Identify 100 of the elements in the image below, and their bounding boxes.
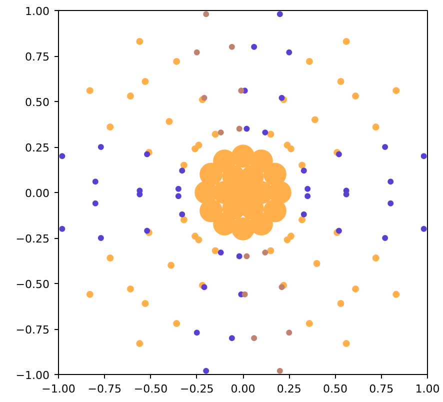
- point: [336, 228, 342, 234]
- point: [313, 260, 320, 267]
- y-tick-label: 0.75: [25, 50, 50, 64]
- point: [228, 335, 235, 342]
- point: [244, 253, 250, 260]
- point: [306, 58, 313, 65]
- point: [92, 178, 98, 185]
- point: [372, 254, 380, 262]
- point: [203, 11, 210, 18]
- point: [263, 199, 286, 222]
- point: [337, 78, 344, 85]
- point: [251, 335, 258, 342]
- point: [180, 216, 188, 224]
- y-tick-label: −1.00: [16, 369, 50, 382]
- point: [382, 144, 388, 150]
- point: [144, 151, 150, 158]
- point: [300, 168, 307, 174]
- point: [195, 236, 202, 244]
- point: [213, 150, 236, 172]
- point: [286, 49, 292, 56]
- point: [180, 162, 188, 169]
- point: [212, 247, 219, 254]
- point: [232, 144, 254, 168]
- y-tick-label: 0.00: [25, 187, 50, 200]
- point: [352, 92, 360, 100]
- point: [311, 116, 318, 124]
- point: [244, 126, 250, 132]
- point: [304, 186, 311, 192]
- point: [388, 178, 394, 185]
- point: [201, 284, 208, 290]
- point: [218, 129, 224, 136]
- point: [173, 320, 180, 328]
- point: [136, 38, 144, 45]
- point: [166, 118, 173, 126]
- point: [179, 211, 186, 218]
- point: [238, 88, 244, 94]
- point: [352, 285, 360, 292]
- y-tick-label: 1.00: [25, 5, 50, 18]
- point: [392, 290, 400, 298]
- x-tick-label: 0.75: [369, 382, 394, 396]
- point: [201, 94, 208, 101]
- point: [342, 38, 350, 45]
- y-tick-label: 0.25: [25, 142, 50, 154]
- point: [262, 250, 268, 256]
- point: [276, 368, 283, 374]
- point: [179, 168, 186, 174]
- point: [212, 130, 219, 138]
- point: [306, 320, 313, 328]
- x-tick-label: −0.75: [88, 382, 122, 396]
- point: [106, 123, 114, 130]
- point: [250, 150, 273, 172]
- point: [86, 290, 94, 298]
- point: [200, 162, 223, 186]
- point: [262, 129, 268, 136]
- point: [388, 200, 394, 206]
- point: [136, 340, 144, 348]
- point: [142, 78, 149, 85]
- point: [175, 186, 182, 192]
- point: [200, 199, 223, 222]
- point: [106, 254, 114, 262]
- point: [300, 211, 307, 218]
- x-tick-label: 0.00: [230, 382, 256, 396]
- point: [194, 330, 200, 336]
- point: [278, 94, 285, 101]
- x-tick-label: −0.50: [134, 382, 168, 396]
- point: [242, 291, 248, 298]
- point: [168, 262, 175, 269]
- point: [304, 193, 311, 200]
- point: [267, 130, 274, 138]
- point: [236, 126, 242, 132]
- point: [175, 193, 182, 200]
- point: [192, 145, 199, 152]
- point: [392, 87, 400, 94]
- point: [336, 151, 342, 158]
- point: [59, 226, 66, 232]
- y-tick-label: −0.50: [16, 278, 50, 291]
- y-tick-label: 0.50: [25, 96, 50, 109]
- point: [98, 144, 104, 150]
- point: [267, 247, 274, 254]
- point: [251, 44, 258, 50]
- y-tick-label: −0.75: [16, 324, 50, 336]
- point: [213, 212, 236, 236]
- x-tick-label: −1.00: [42, 382, 76, 396]
- x-tick-label: 1.00: [415, 382, 440, 396]
- point: [420, 153, 427, 160]
- point: [372, 123, 380, 130]
- point: [203, 368, 210, 374]
- point: [86, 87, 94, 94]
- point: [142, 300, 149, 308]
- point: [342, 340, 350, 348]
- point: [228, 44, 235, 50]
- point: [420, 226, 427, 232]
- y-tick-label: −0.25: [16, 232, 50, 246]
- point: [250, 212, 273, 236]
- point: [337, 300, 344, 308]
- point: [382, 235, 388, 241]
- x-tick-label: 0.50: [323, 382, 348, 396]
- point: [194, 49, 200, 56]
- point: [284, 142, 291, 149]
- point: [287, 232, 294, 240]
